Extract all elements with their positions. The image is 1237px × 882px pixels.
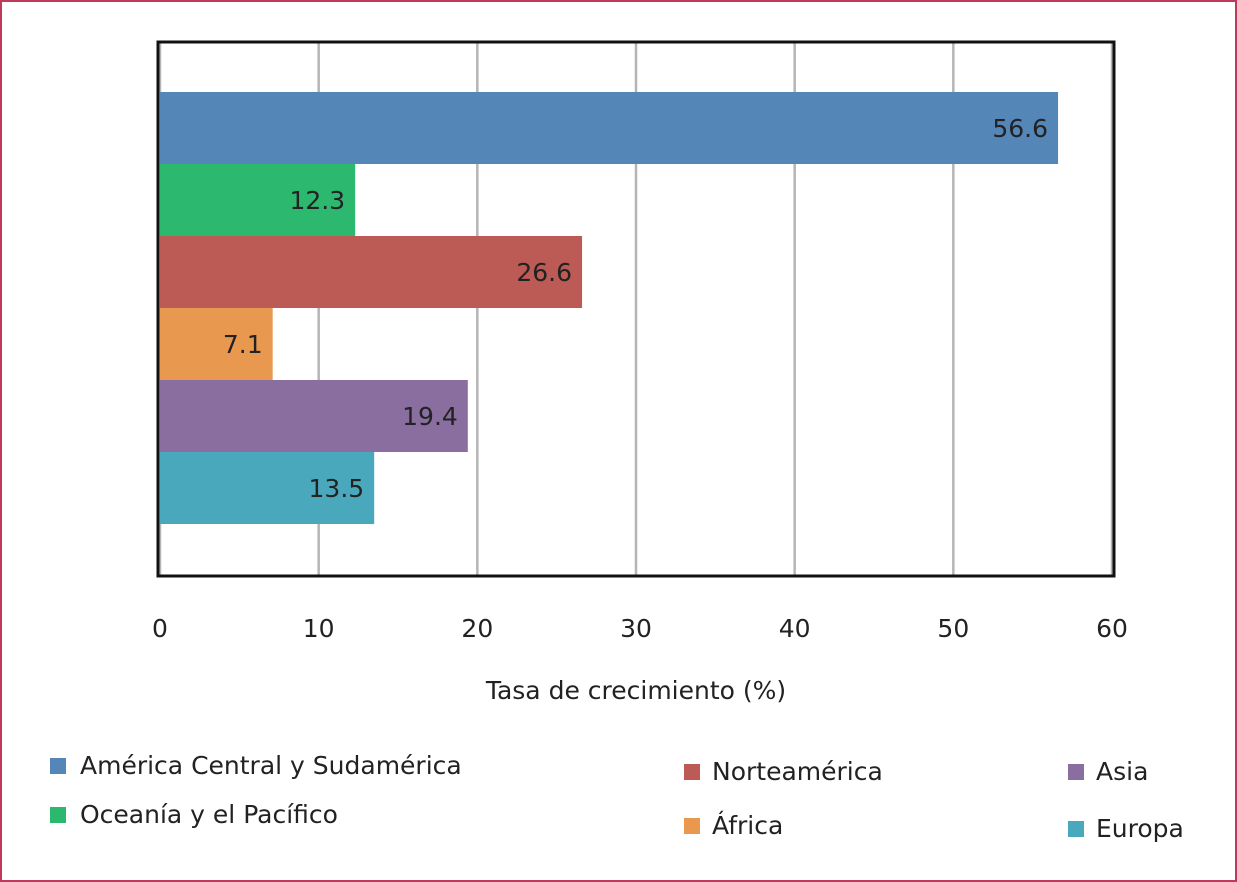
data-label: 19.4 [402,402,458,431]
x-tick-label: 30 [620,614,652,643]
x-tick-label: 40 [779,614,811,643]
x-tick-label: 20 [461,614,493,643]
legend-swatch [1068,821,1084,837]
bar [160,92,1059,164]
legend-swatch [684,764,700,780]
data-label: 13.5 [309,474,365,503]
legend-label: Asia [1096,757,1148,786]
legend-label: Norteamérica [712,757,883,786]
data-label: 26.6 [516,258,572,287]
bar [160,380,468,452]
legend-label: Oceanía y el Pacífico [80,800,338,829]
bar [160,164,356,236]
legend-swatch [50,807,66,823]
legend-swatch [50,758,66,774]
bar [160,452,375,524]
data-label: 7.1 [223,330,263,359]
plot-border [156,40,1116,578]
bar [160,308,273,380]
legend-swatch [1068,764,1084,780]
x-tick-label: 60 [1096,614,1128,643]
legend-label: África [712,811,783,840]
x-tick-label: 50 [937,614,969,643]
data-label: 56.6 [992,114,1048,143]
legend-label: Europa [1096,814,1184,843]
legend-label: América Central y Sudamérica [80,751,462,780]
bar [160,236,583,308]
data-label: 12.3 [289,186,345,215]
x-axis-title: Tasa de crecimiento (%) [485,676,786,705]
x-tick-label: 10 [303,614,335,643]
legend-swatch [684,818,700,834]
x-tick-label: 0 [152,614,168,643]
